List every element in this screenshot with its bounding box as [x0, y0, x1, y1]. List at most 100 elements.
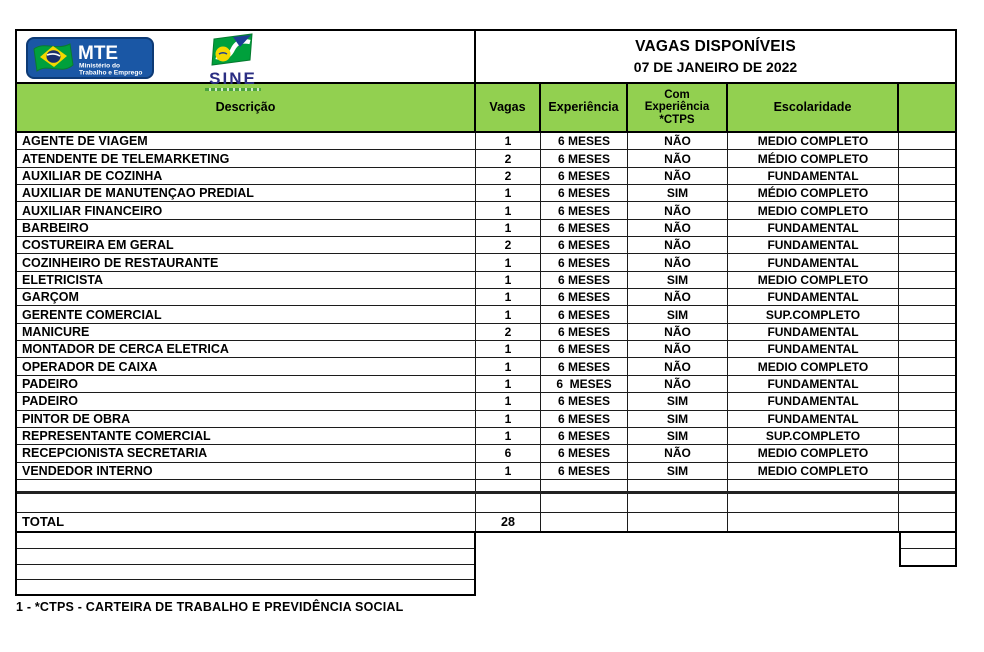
cell-extra — [899, 306, 955, 322]
sine-logo: SINE — [190, 33, 276, 91]
cell-vagas: 6 — [476, 445, 541, 462]
cell-ctps: NÃO — [628, 133, 728, 150]
table-row: OPERADOR DE CAIXA 1 6 MESES NÃO MEDIO CO… — [17, 358, 955, 376]
table-row: GERENTE COMERCIAL 1 6 MESES SIM SUP.COMP… — [17, 306, 955, 324]
cell-extra — [899, 272, 955, 288]
cell-descricao: COZINHEIRO DE RESTAURANTE — [17, 254, 476, 271]
table-row: MONTADOR DE CERCA ELETRICA 1 6 MESES NÃO… — [17, 341, 955, 359]
header-band: MTE Ministério do Trabalho e Emprego SIN… — [17, 31, 955, 91]
cell-vagas: 1 — [476, 133, 541, 150]
cell-descricao: GARÇOM — [17, 289, 476, 306]
cell-ctps: NÃO — [628, 150, 728, 167]
cell-experiencia: 6 MESES — [541, 202, 628, 219]
table-row: REPRESENTANTE COMERCIAL 1 6 MESES SIM SU… — [17, 427, 955, 446]
cell-extra — [899, 341, 955, 357]
mte-logo-subtext-2: Trabalho e Emprego — [79, 70, 142, 77]
cell-ctps: SIM — [628, 393, 728, 410]
cell-extra — [899, 445, 955, 461]
cell-descricao: REPRESENTANTE COMERCIAL — [17, 427, 476, 445]
cell-extra — [899, 324, 955, 340]
table-row: RECEPCIONISTA SECRETARIA 6 6 MESES NÃO M… — [17, 445, 955, 463]
mte-logo-text: MTE — [78, 43, 118, 64]
column-header-descricao: Descrição — [17, 84, 476, 131]
cell-ctps: SIM — [628, 271, 728, 289]
table-row: AUXILIAR DE MANUTENÇAO PREDIAL 1 6 MESES… — [17, 185, 955, 203]
cell-ctps: NÃO — [628, 289, 728, 306]
cell-experiencia: 6 MESES — [541, 237, 628, 254]
cell-extra — [899, 463, 955, 479]
cell-ctps: NÃO — [628, 323, 728, 341]
cell-descricao: PINTOR DE OBRA — [17, 410, 476, 427]
cell-ctps: SIM — [628, 462, 728, 479]
cell-vagas: 1 — [476, 271, 541, 289]
report-title: VAGAS DISPONÍVEIS — [635, 38, 796, 55]
cell-experiencia: 6 MESES — [541, 358, 628, 375]
sine-logo-text: SINE — [209, 69, 257, 88]
logos-cell: MTE Ministério do Trabalho e Emprego SIN… — [17, 31, 476, 91]
mte-logo-subtext-1: Ministério do — [79, 63, 120, 70]
column-header-vagas: Vagas — [476, 84, 541, 131]
empty-row — [17, 479, 955, 494]
table-row: VENDEDOR INTERNO 1 6 MESES SIM MEDIO COM… — [17, 462, 955, 480]
cell-vagas: 1 — [476, 375, 541, 393]
cell-extra — [899, 411, 955, 427]
cell-vagas: 1 — [476, 427, 541, 445]
bottom-left-empty-rows — [15, 533, 476, 596]
cell-ctps: SIM — [628, 306, 728, 323]
cell-experiencia: 6 MESES — [541, 323, 628, 341]
cell-extra — [899, 358, 955, 374]
table-row: ELETRICISTA 1 6 MESES SIM MEDIO COMPLETO — [17, 271, 955, 290]
cell-escolaridade: FUNDAMENTAL — [728, 254, 899, 271]
cell-experiencia: 6 MESES — [541, 445, 628, 462]
cell-vagas: 1 — [476, 306, 541, 323]
table-row: COSTUREIRA EM GERAL 2 6 MESES NÃO FUNDAM… — [17, 237, 955, 255]
cell-descricao: AUXILIAR DE MANUTENÇAO PREDIAL — [17, 185, 476, 202]
total-row: TOTAL 28 — [17, 512, 955, 531]
column-header-ctps: Com Experiência *CTPS — [628, 84, 728, 131]
cell-extra — [899, 168, 955, 184]
column-header-experiencia: Experiência — [541, 84, 628, 131]
cell-descricao: BARBEIRO — [17, 219, 476, 237]
cell-ctps: NÃO — [628, 167, 728, 185]
bottom-right-empty-rows — [899, 533, 957, 567]
cell-extra — [899, 289, 955, 305]
cell-ctps: NÃO — [628, 358, 728, 375]
cell-experiencia: 6 MESES — [541, 150, 628, 167]
cell-escolaridade: FUNDAMENTAL — [728, 393, 899, 410]
cell-escolaridade: FUNDAMENTAL — [728, 289, 899, 306]
cell-ctps: NÃO — [628, 341, 728, 358]
cell-vagas: 1 — [476, 358, 541, 375]
cell-experiencia: 6 MESES — [541, 219, 628, 237]
cell-experiencia: 6 MESES — [541, 167, 628, 185]
cell-escolaridade: FUNDAMENTAL — [728, 219, 899, 237]
table-row: PADEIRO 1 6 MESES SIM FUNDAMENTAL — [17, 393, 955, 411]
column-header-row: Descrição Vagas Experiência Com Experiên… — [17, 84, 955, 133]
cell-descricao: PADEIRO — [17, 375, 476, 393]
cell-escolaridade: MEDIO COMPLETO — [728, 445, 899, 462]
cell-escolaridade: MEDIO COMPLETO — [728, 358, 899, 375]
cell-vagas: 1 — [476, 393, 541, 410]
footnote: 1 - *CTPS - CARTEIRA DE TRABALHO E PREVI… — [16, 600, 404, 614]
table-row: ATENDENTE DE TELEMARKETING 2 6 MESES NÃO… — [17, 150, 955, 168]
cell-escolaridade: FUNDAMENTAL — [728, 323, 899, 341]
cell-experiencia: 6 MESES — [541, 133, 628, 150]
cell-descricao: AUXILIAR DE COZINHA — [17, 167, 476, 185]
cell-vagas: 2 — [476, 323, 541, 341]
cell-descricao: ELETRICISTA — [17, 271, 476, 289]
cell-descricao: PADEIRO — [17, 393, 476, 410]
empty-row — [17, 580, 474, 596]
cell-experiencia: 6 MESES — [541, 306, 628, 323]
table-row: PADEIRO 1 6 MESES NÃO FUNDAMENTAL — [17, 375, 955, 394]
cell-escolaridade: FUNDAMENTAL — [728, 375, 899, 393]
cell-descricao: MANICURE — [17, 323, 476, 341]
cell-descricao: MONTADOR DE CERCA ELETRICA — [17, 341, 476, 358]
total-vagas-value: 28 — [476, 512, 541, 531]
cell-escolaridade: FUNDAMENTAL — [728, 237, 899, 254]
table-row: COZINHEIRO DE RESTAURANTE 1 6 MESES NÃO … — [17, 254, 955, 272]
cell-descricao: AUXILIAR FINANCEIRO — [17, 202, 476, 219]
cell-escolaridade: MEDIO COMPLETO — [728, 271, 899, 289]
vacancies-table: MTE Ministério do Trabalho e Emprego SIN… — [15, 29, 957, 533]
cell-experiencia: 6 MESES — [541, 341, 628, 358]
cell-escolaridade: MEDIO COMPLETO — [728, 462, 899, 479]
